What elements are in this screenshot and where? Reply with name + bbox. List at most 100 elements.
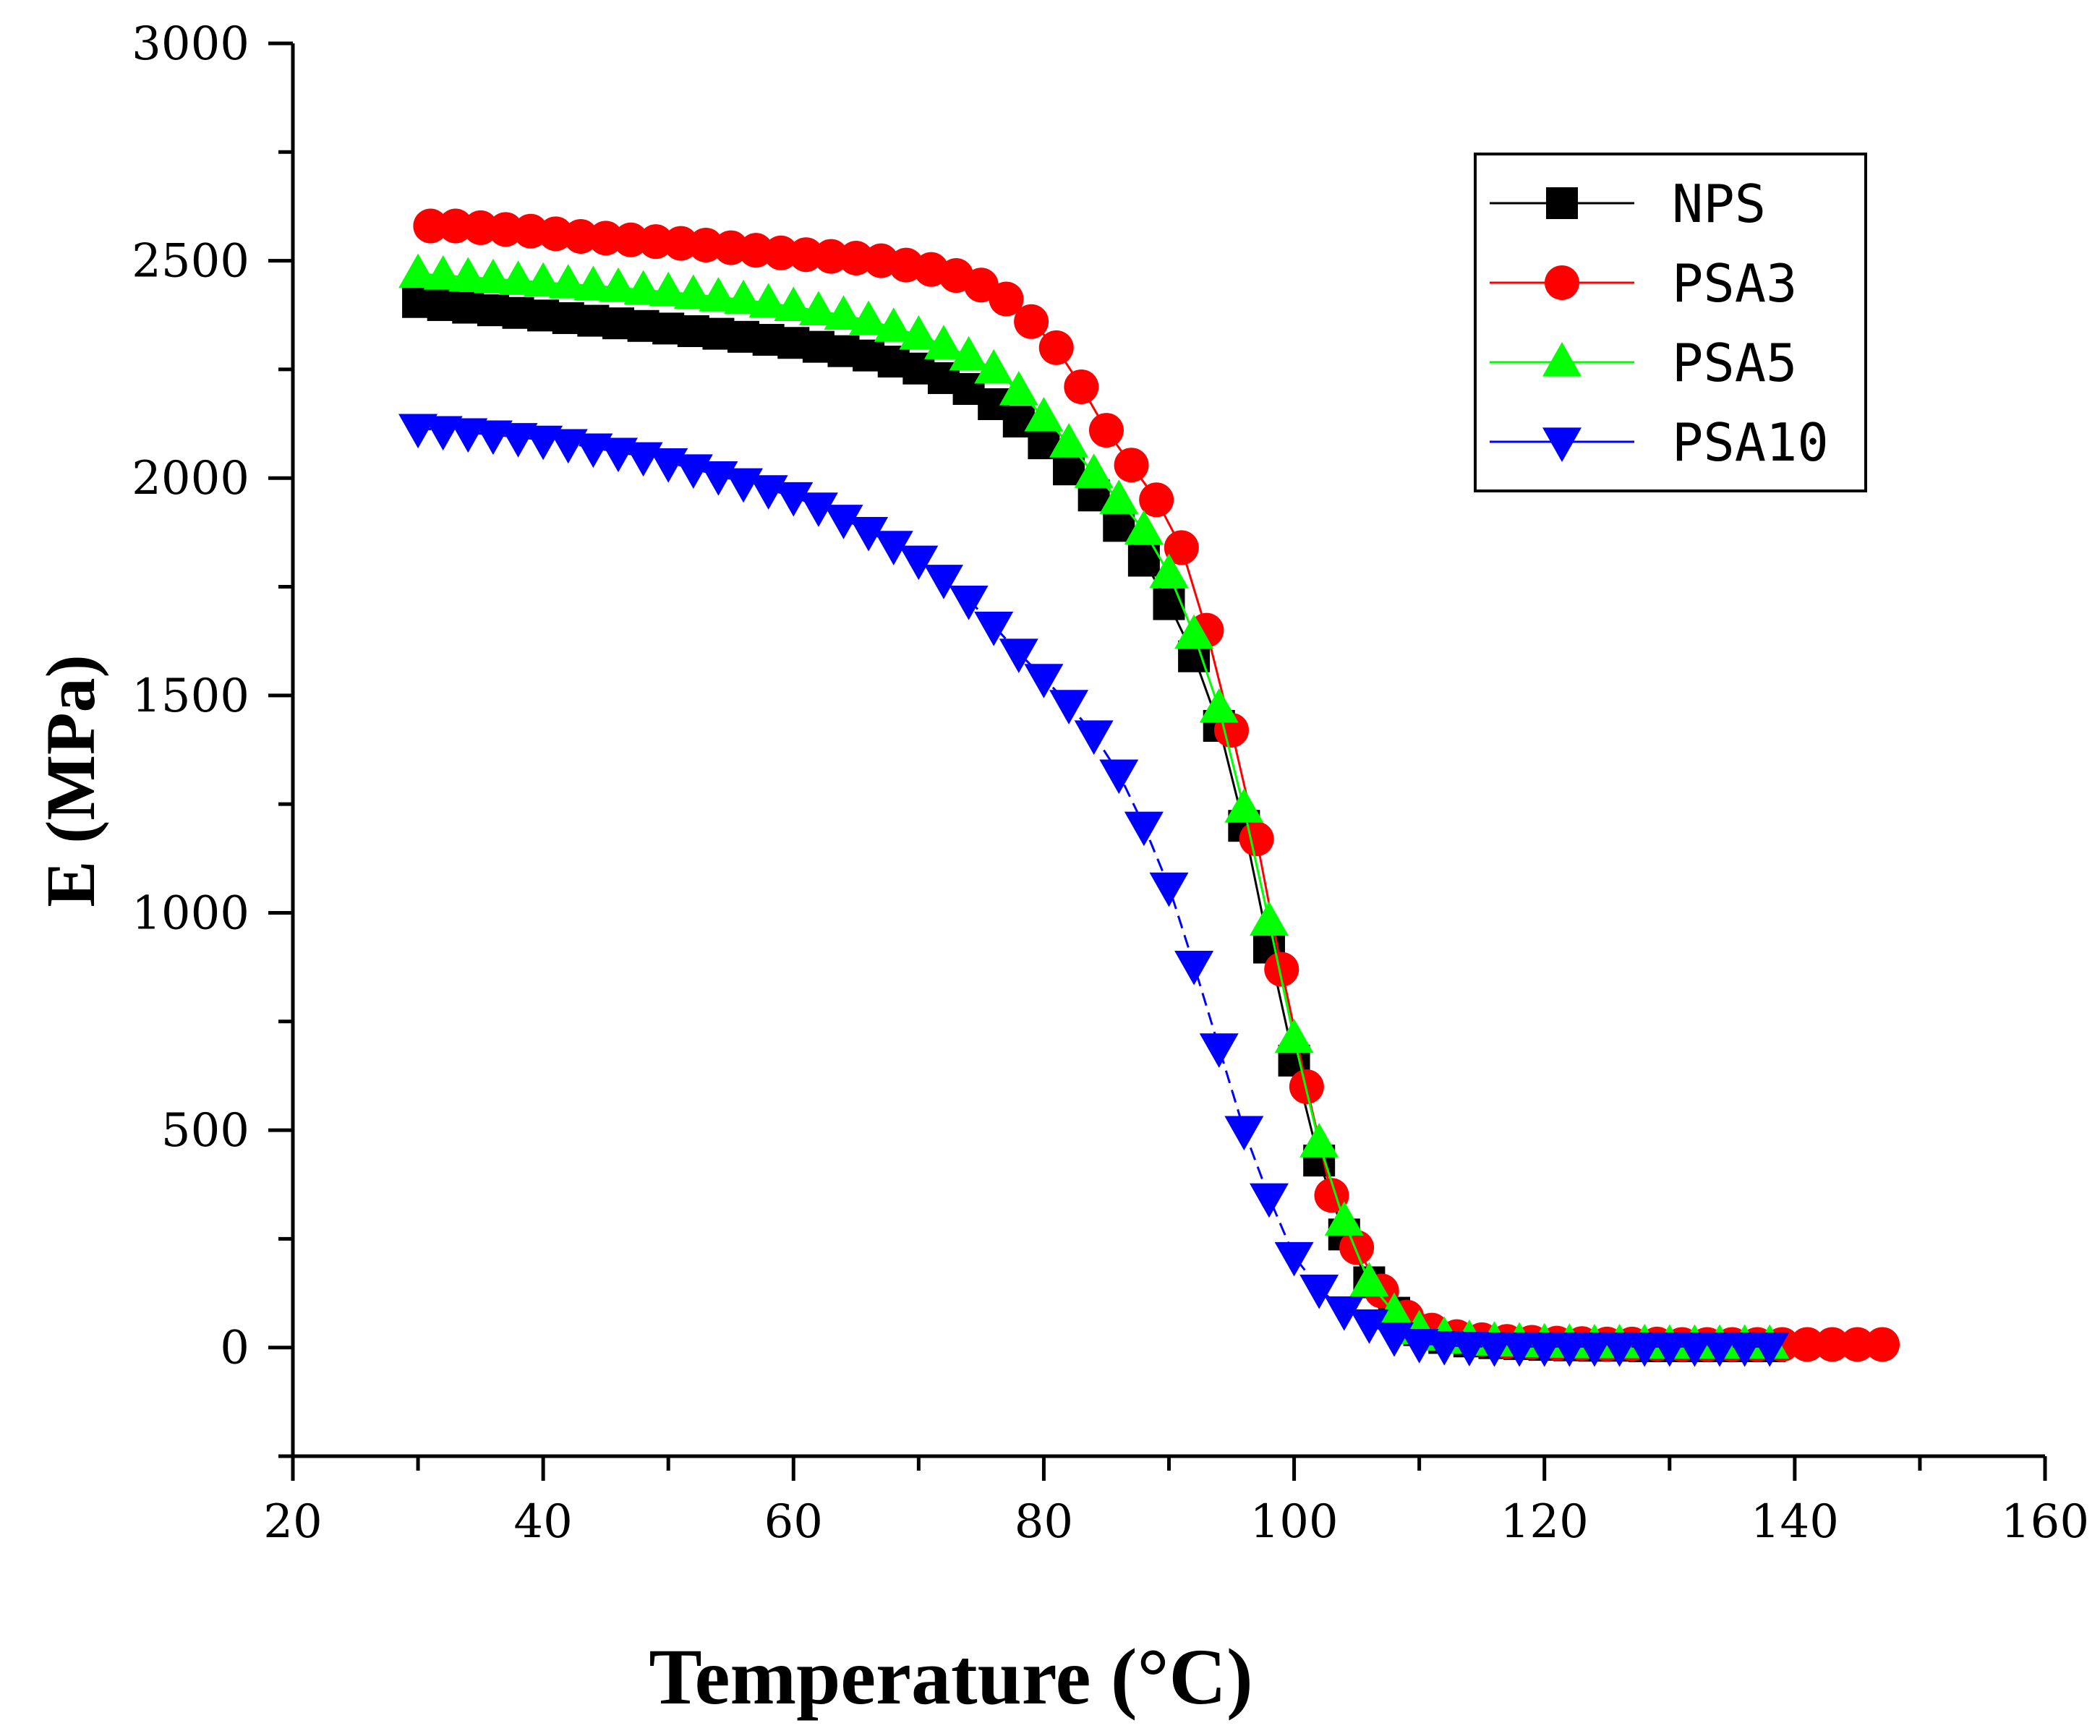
data-point [824,505,863,539]
legend-item-psa3: PSA3 [1490,253,1797,314]
legend-item-nps: NPS [1490,174,1766,234]
data-point [1024,397,1064,432]
data-point [738,233,774,268]
x-tick-label: 120 [1501,1495,1589,1549]
y-tick-label: 500 [161,1104,249,1158]
y-axis-title: E (MPa) [32,654,109,907]
data-point [814,239,849,274]
legend-label: PSA3 [1672,253,1797,314]
x-tick-label: 40 [513,1495,572,1549]
data-point [1474,1332,1514,1367]
data-point [1174,951,1214,985]
data-point [1239,821,1274,857]
data-point [1349,1309,1389,1344]
legend-label: NPS [1672,174,1766,234]
data-point [473,258,513,294]
y-tick-label: 2000 [132,452,249,505]
data-point [1274,1241,1314,1277]
data-point [1865,1327,1900,1362]
data-point [798,291,838,325]
data-point [923,325,963,359]
data-point [989,281,1024,317]
data-point [398,253,438,288]
data-point [774,286,814,321]
x-tick-label: 140 [1751,1495,1839,1549]
data-point [1324,1201,1364,1236]
data-point [1550,1332,1589,1367]
legend-box [1474,153,1867,492]
data-point [974,349,1014,384]
data-point [438,208,473,244]
y-tick-label: 3000 [132,17,249,71]
data-point [874,307,913,342]
x-tick-label: 60 [764,1495,823,1549]
axes: 20 40 60 80 100 120 140 160 0 500 1000 1500 2000 2500… [132,17,2089,1549]
data-point [1625,1332,1665,1367]
data-point [1314,1178,1349,1213]
data-point [974,612,1014,646]
data-point [1164,530,1199,565]
legend-label: PSA5 [1672,333,1797,393]
data-point [1224,1116,1264,1151]
series-psa10 [398,414,1790,1367]
data-point [713,230,748,265]
data-point [1324,1296,1364,1331]
data-point [1149,553,1189,589]
data-point [999,638,1038,673]
legend-item-psa10: PSA10 [1490,412,1829,473]
data-point [1264,952,1299,987]
data-point [1249,901,1289,936]
legend: NPS PSA3 PSA5 PSA10 [1474,153,1867,492]
y-tick-label: 2500 [132,235,249,288]
legend-marker [1542,342,1582,377]
data-point [1153,588,1185,620]
legend-marker [1546,187,1578,219]
data-point [1299,1274,1339,1309]
legend-label: PSA10 [1672,412,1829,473]
data-point [513,213,548,249]
data-point [488,212,524,247]
x-tick-label: 80 [1015,1495,1073,1549]
data-point [899,545,939,581]
data-point [623,270,663,305]
data-point [1574,1332,1614,1367]
data-point [673,274,713,309]
data-point [1524,1332,1564,1367]
x-axis-title: Temperature (°C) [649,1633,1252,1721]
data-point [1600,1332,1639,1367]
data-point [1375,1292,1414,1327]
data-point [1840,1327,1875,1362]
data-point [774,482,814,517]
data-point [448,257,488,292]
data-point [1675,1332,1715,1367]
data-point [1074,720,1114,755]
data-point [1199,1033,1239,1068]
data-point [1174,614,1214,649]
data-point [1814,1327,1850,1362]
data-point [763,235,798,270]
data-point [1274,1018,1314,1053]
data-point [1124,510,1164,544]
data-point [498,260,538,295]
data-point [1024,664,1064,698]
data-point [1500,1332,1540,1367]
data-point [563,218,599,254]
data-point [548,264,588,299]
data-point [423,255,463,290]
data-point [1049,690,1089,724]
data-point [1014,304,1049,339]
data-point [923,565,963,599]
data-point [1199,688,1239,723]
data-point [588,221,623,256]
data-point [463,210,498,245]
data-point [649,271,688,307]
data-point [748,283,788,318]
data-point [1038,330,1074,365]
data-point [638,224,673,260]
y-tick-label: 0 [220,1322,249,1375]
legend-item-psa5: PSA5 [1490,333,1797,393]
data-point [1099,759,1139,795]
data-point [1349,1262,1389,1297]
data-point [1088,413,1124,448]
data-point [1114,448,1149,483]
